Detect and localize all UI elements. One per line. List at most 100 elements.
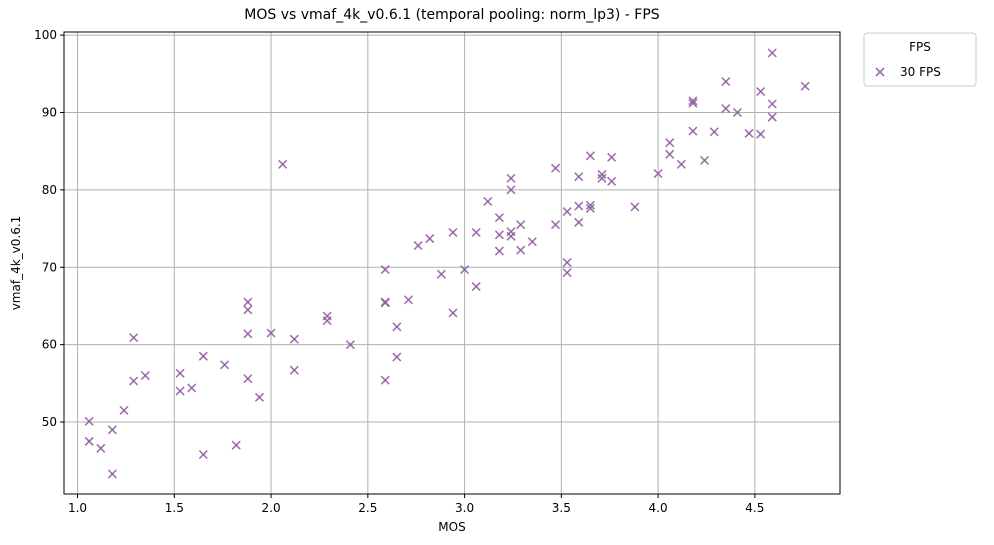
data-point bbox=[392, 322, 402, 332]
data-point bbox=[448, 227, 458, 237]
data-point bbox=[688, 126, 698, 136]
data-point bbox=[756, 87, 766, 97]
data-point bbox=[289, 334, 299, 344]
y-tick-label: 50 bbox=[42, 415, 57, 429]
data-point bbox=[494, 213, 504, 223]
data-point bbox=[585, 200, 595, 210]
data-point bbox=[140, 371, 150, 381]
data-point bbox=[527, 237, 537, 247]
data-point bbox=[266, 328, 276, 338]
data-point bbox=[448, 308, 458, 318]
data-point bbox=[550, 220, 561, 230]
data-point bbox=[471, 227, 481, 237]
x-tick-label: 4.5 bbox=[745, 501, 764, 515]
data-point bbox=[254, 392, 265, 402]
data-point bbox=[129, 376, 139, 386]
data-point bbox=[574, 217, 584, 227]
x-tick-label: 3.0 bbox=[455, 501, 474, 515]
data-point bbox=[597, 173, 607, 183]
data-point bbox=[653, 169, 663, 179]
data-point bbox=[688, 96, 698, 106]
data-point bbox=[243, 374, 253, 384]
data-point bbox=[129, 333, 139, 343]
x-tick-label: 3.5 bbox=[552, 501, 571, 515]
legend-marker-symbol bbox=[875, 67, 885, 77]
data-point bbox=[175, 386, 185, 396]
data-point bbox=[630, 202, 640, 212]
x-axis-label: MOS bbox=[438, 520, 465, 534]
data-point bbox=[107, 425, 117, 435]
data-point bbox=[425, 234, 435, 244]
y-tick-label: 100 bbox=[34, 28, 57, 42]
y-tick-label: 70 bbox=[42, 260, 57, 274]
data-point bbox=[676, 159, 686, 169]
data-point bbox=[585, 203, 595, 214]
data-point bbox=[562, 258, 572, 268]
data-point bbox=[574, 201, 584, 211]
x-tick-label: 4.0 bbox=[649, 501, 668, 515]
data-point bbox=[721, 104, 731, 114]
data-point bbox=[96, 443, 106, 453]
data-point bbox=[709, 127, 719, 137]
data-point bbox=[187, 383, 197, 393]
data-point bbox=[516, 245, 526, 255]
data-point bbox=[607, 152, 617, 162]
data-point bbox=[436, 269, 446, 279]
data-point bbox=[345, 340, 355, 350]
data-point bbox=[597, 169, 607, 179]
data-point bbox=[413, 241, 423, 251]
data-point bbox=[403, 295, 414, 305]
data-point bbox=[107, 469, 117, 479]
legend-title: FPS bbox=[909, 40, 931, 54]
legend: FPS 30 FPS bbox=[863, 32, 977, 87]
legend-label: 30 FPS bbox=[900, 65, 941, 79]
data-point bbox=[756, 129, 766, 139]
data-point bbox=[800, 81, 810, 91]
data-point bbox=[516, 220, 526, 230]
x-tick-label: 1.0 bbox=[68, 501, 87, 515]
data-point bbox=[767, 112, 777, 122]
y-tick-label: 90 bbox=[42, 105, 57, 119]
data-point bbox=[175, 368, 185, 378]
plot-area-frame bbox=[63, 31, 841, 495]
data-point bbox=[380, 265, 390, 275]
data-point bbox=[220, 360, 230, 370]
data-point bbox=[574, 172, 584, 182]
data-point bbox=[278, 159, 288, 169]
data-point bbox=[243, 329, 253, 339]
data-point bbox=[699, 155, 710, 166]
data-point bbox=[243, 297, 253, 307]
data-point bbox=[506, 231, 516, 241]
data-points bbox=[84, 48, 810, 479]
grid-lines bbox=[64, 32, 840, 494]
x-tick-label: 2.0 bbox=[262, 501, 281, 515]
data-point bbox=[550, 163, 561, 173]
data-point bbox=[721, 76, 731, 87]
y-tick-label: 80 bbox=[42, 183, 57, 197]
y-tick-label: 60 bbox=[42, 338, 57, 352]
data-point bbox=[506, 185, 516, 195]
data-point bbox=[607, 176, 617, 186]
data-point bbox=[494, 230, 504, 240]
data-point bbox=[119, 405, 129, 415]
data-point bbox=[483, 196, 493, 207]
x-axis-ticks: 1.0 1.5 2.0 2.5 3.0 3.5 4.0 4.5 bbox=[68, 494, 764, 515]
y-axis-ticks: 50 60 70 80 90 100 bbox=[34, 28, 64, 429]
data-point bbox=[506, 173, 516, 183]
data-point bbox=[380, 298, 390, 308]
data-point bbox=[767, 99, 777, 109]
data-point bbox=[585, 151, 595, 161]
x-tick-label: 2.5 bbox=[358, 501, 377, 515]
data-point bbox=[767, 48, 777, 58]
data-point bbox=[198, 449, 208, 460]
data-point bbox=[732, 107, 743, 118]
data-point bbox=[562, 206, 572, 217]
y-axis-label: vmaf_4k_v0.6.1 bbox=[9, 216, 23, 311]
data-point bbox=[198, 351, 208, 361]
chart-title: MOS vs vmaf_4k_v0.6.1 (temporal pooling:… bbox=[244, 7, 659, 23]
data-point bbox=[243, 305, 253, 315]
data-point bbox=[380, 375, 390, 385]
data-point bbox=[665, 138, 675, 148]
data-point bbox=[84, 436, 94, 446]
